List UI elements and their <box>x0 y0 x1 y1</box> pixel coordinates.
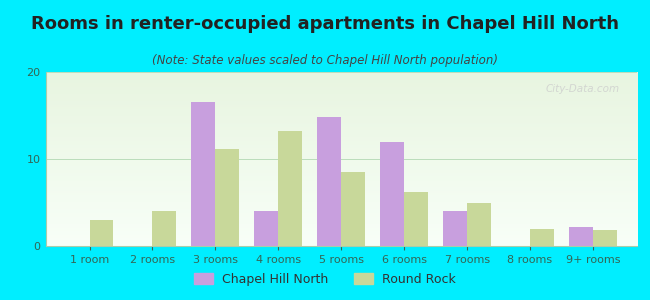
Bar <box>90 220 114 246</box>
Bar <box>467 202 491 246</box>
Bar <box>192 102 215 246</box>
Bar <box>215 148 239 246</box>
Bar <box>569 227 593 246</box>
Legend: Chapel Hill North, Round Rock: Chapel Hill North, Round Rock <box>188 268 462 291</box>
Bar <box>443 211 467 246</box>
Bar <box>593 230 617 246</box>
Bar <box>153 211 176 246</box>
Bar <box>317 117 341 246</box>
Bar <box>278 131 302 246</box>
Text: City-Data.com: City-Data.com <box>545 84 619 94</box>
Bar <box>404 192 428 246</box>
Bar <box>530 229 554 246</box>
Bar <box>380 142 404 246</box>
Bar <box>341 172 365 246</box>
Text: Rooms in renter-occupied apartments in Chapel Hill North: Rooms in renter-occupied apartments in C… <box>31 15 619 33</box>
Bar <box>254 211 278 246</box>
Text: (Note: State values scaled to Chapel Hill North population): (Note: State values scaled to Chapel Hil… <box>152 54 498 67</box>
